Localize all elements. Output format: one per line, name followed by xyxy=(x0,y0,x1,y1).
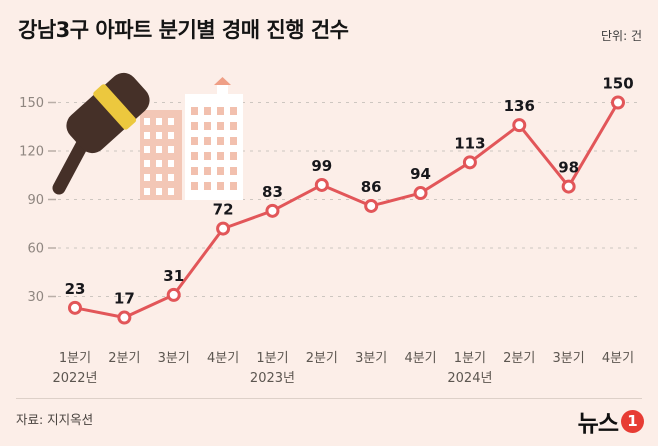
x-tick-label: 1분기 xyxy=(454,351,486,366)
value-label: 136 xyxy=(504,97,535,115)
page-title: 강남3구 아파트 분기별 경매 진행 건수 xyxy=(18,18,349,42)
data-point xyxy=(68,300,82,315)
unit-label: 단위: 건 xyxy=(601,29,642,43)
series-line xyxy=(73,101,620,320)
x-tick-label: 4분기 xyxy=(207,351,239,366)
data-point xyxy=(216,221,231,236)
value-label: 31 xyxy=(163,267,184,285)
x-tick-label: 4분기 xyxy=(602,351,634,366)
year-label: 2022년 xyxy=(52,371,97,386)
value-label: 94 xyxy=(410,165,431,183)
x-tick-label: 2분기 xyxy=(503,351,535,366)
y-tick-label: 150 xyxy=(19,96,44,111)
value-label: 150 xyxy=(602,75,633,93)
value-label: 23 xyxy=(65,280,86,298)
year-label: 2024년 xyxy=(447,371,492,386)
x-tick-label: 3분기 xyxy=(158,351,190,366)
source-label: 자료: 지지옥션 xyxy=(16,412,94,427)
footer-divider xyxy=(16,398,642,399)
data-point xyxy=(611,95,625,110)
gavel-icon xyxy=(52,72,150,195)
value-label: 72 xyxy=(213,201,234,219)
value-label: 17 xyxy=(114,290,135,308)
data-point xyxy=(364,198,379,213)
y-tick-label: 60 xyxy=(27,242,44,257)
news1-logo: 뉴스 1 xyxy=(578,404,644,438)
line-chart: 30 60 90 120 150 23 17 31 72 83 99 86 94 113 136 98 150 1… xyxy=(19,75,642,386)
x-tick-label: 4분기 xyxy=(404,351,436,366)
value-label: 86 xyxy=(361,178,382,196)
news1-logo-badge: 1 xyxy=(621,409,644,433)
x-tick-label: 3분기 xyxy=(553,351,585,366)
data-point xyxy=(265,203,280,218)
x-tick-label: 3분기 xyxy=(355,351,387,366)
year-label: 2023년 xyxy=(250,371,295,386)
value-label: 83 xyxy=(262,183,283,201)
data-point xyxy=(561,179,576,194)
y-tick-label: 120 xyxy=(19,145,44,160)
x-tick-label: 2분기 xyxy=(108,351,140,366)
value-label: 99 xyxy=(311,157,332,175)
data-point xyxy=(462,155,477,170)
y-tick-label: 90 xyxy=(27,193,44,208)
x-tick-label: 2분기 xyxy=(306,351,338,366)
data-point xyxy=(314,177,329,192)
data-point xyxy=(117,310,132,325)
apartment-buildings-icon xyxy=(140,77,243,200)
value-label: 98 xyxy=(558,159,579,177)
x-tick-label: 1분기 xyxy=(59,351,91,366)
x-tick-label: 1분기 xyxy=(256,351,288,366)
y-tick-label: 30 xyxy=(27,290,44,305)
value-label: 113 xyxy=(454,134,485,152)
news1-logo-text: 뉴스 xyxy=(577,411,619,437)
data-point xyxy=(413,186,428,201)
gavel-apartments-illustration xyxy=(52,72,243,200)
data-point xyxy=(166,287,181,302)
data-point xyxy=(512,118,527,133)
